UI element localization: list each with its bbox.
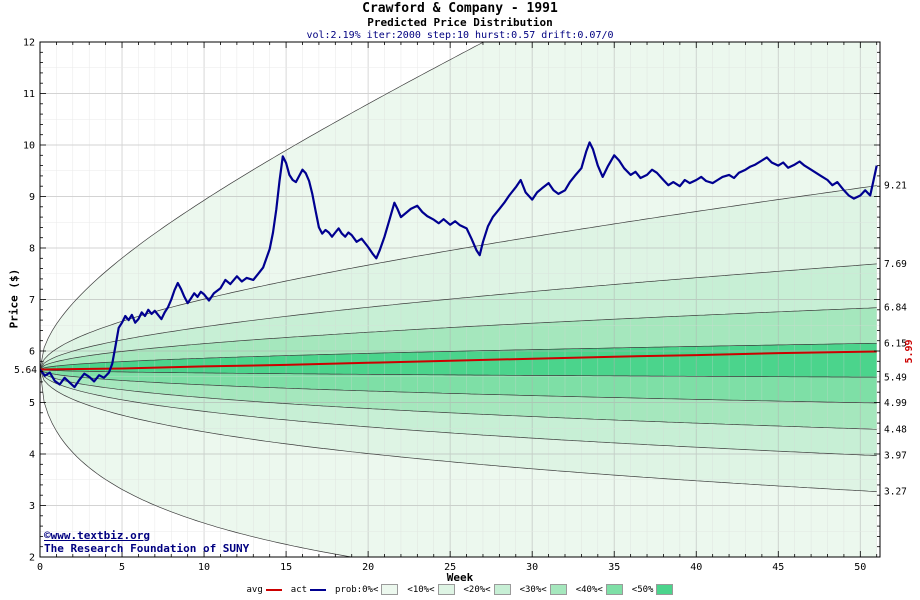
watermark: ©www.textbiz.org The Research Foundation… [44,529,249,555]
legend-item-avg: avg [247,585,282,595]
x-tick-label: 35 [608,562,620,573]
actual-price-line [40,141,878,389]
legend-item-40: <40%< [576,584,623,595]
y-tick-label: 8 [29,244,35,255]
legend-label: act [290,584,308,595]
band-end-label: 3.27 [884,487,907,498]
simulation-parameters: vol:2.19% iter:2000 step:10 hurst:0.57 d… [306,29,614,41]
legend-color-swatch [549,584,567,595]
x-tick-label: 30 [526,562,538,573]
y-tick-label: 4 [29,450,35,461]
axis-ticks [39,41,880,558]
y-tick-label: 7 [29,295,35,306]
legend-line-swatch [310,588,327,591]
x-tick-label: 5 [119,562,125,573]
band-end-label: 6.84 [884,303,907,314]
band-end-label: 5.49 [884,372,907,383]
legend-line-swatch [265,588,282,591]
legend-item-prob0: prob:0%< [335,584,399,595]
legend-color-swatch [656,584,674,595]
legend-label: <50% [631,584,654,595]
x-axis-label: Week [446,571,474,584]
legend-color-swatch [605,584,623,595]
legend-color-swatch [493,584,511,595]
start-price-label: 5.64 [14,365,37,376]
legend-color-swatch [437,584,455,595]
legend-label: <10%< [407,584,435,595]
legend-label: <30%< [519,584,547,595]
chart-legend: avg act prob:0%< <10%< <20%< <30%< <40%< <50% [0,584,920,595]
band-end-label: 4.48 [884,424,907,435]
y-tick-label: 3 [29,501,35,512]
x-tick-label: 0 [37,562,43,573]
watermark-org: The Research Foundation of SUNY [44,542,250,556]
legend-item-act: act [290,584,327,595]
band-end-labels: 9.21 7.69 6.84 6.15 5.49 4.99 4.48 3.97 3.27 [884,181,907,498]
band-end-label: 4.99 [884,398,907,409]
x-tick-label: 15 [280,562,292,573]
y-tick-label: 2 [29,553,35,564]
legend-item-50: <50% [632,584,674,595]
legend-label: <20%< [463,584,491,595]
legend-item-10: <10%< [407,584,455,595]
chart-title: Crawford & Company - 1991 [362,1,558,16]
y-tick-label: 6 [29,347,35,358]
chart-header: Crawford & Company - 1991 Predicted Pric… [0,1,920,41]
y-tick-label: 9 [29,192,35,203]
x-tick-label: 50 [854,562,866,573]
watermark-site: ©www.textbiz.org [44,529,150,542]
band-end-label: 9.21 [884,181,907,192]
legend-item-20: <20%< [464,584,511,595]
legend-label: avg [246,584,263,595]
y-tick-label: 5 [29,398,35,409]
grid [39,41,880,558]
avg-price-line [40,350,877,371]
x-tick-label: 45 [772,562,784,573]
band-boundary-lines [40,42,877,557]
legend-label: <40%< [575,584,603,595]
y-tick-label: 12 [23,38,35,49]
band-end-label: 7.69 [884,259,907,270]
chart-subtitle: Predicted Price Distribution [367,15,553,29]
band-end-label: 3.97 [884,451,907,462]
band-end-label: 6.15 [884,338,907,349]
probability-bands [40,42,877,557]
y-tick-label: 11 [23,89,35,100]
x-tick-label: 20 [362,562,374,573]
x-tick-label: 10 [198,562,210,573]
avg-end-price-label: 5.99 [904,339,915,363]
y-tick-label: 10 [23,141,35,152]
legend-color-swatch [381,584,399,595]
y-axis-label: Price ($) [7,268,21,329]
x-tick-label: 25 [444,562,456,573]
legend-label: prob:0%< [335,584,379,595]
x-tick-label: 40 [690,562,702,573]
legend-item-30: <30%< [520,584,567,595]
